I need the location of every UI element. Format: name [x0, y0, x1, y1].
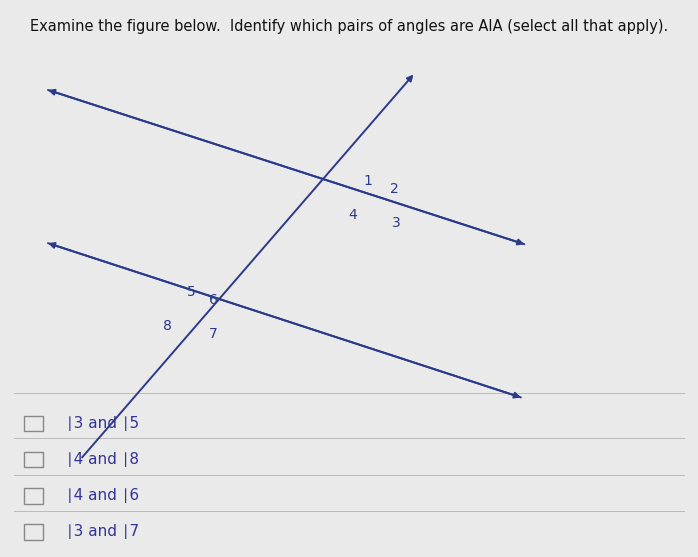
Text: ∣4 and ∣6: ∣4 and ∣6 — [66, 488, 140, 503]
Text: ∣3 and ∣5: ∣3 and ∣5 — [66, 416, 140, 431]
Bar — [24, 452, 43, 467]
Text: ∣4 and ∣8: ∣4 and ∣8 — [66, 452, 140, 467]
Text: ∣3 and ∣7: ∣3 and ∣7 — [66, 525, 140, 539]
Text: 6: 6 — [209, 293, 218, 307]
Bar — [24, 524, 43, 540]
Bar — [24, 488, 43, 504]
Text: 7: 7 — [209, 327, 218, 341]
Text: 2: 2 — [390, 182, 399, 196]
Text: 4: 4 — [348, 208, 357, 222]
Text: 3: 3 — [392, 216, 401, 230]
Text: 1: 1 — [363, 174, 372, 188]
Text: 8: 8 — [163, 319, 172, 334]
Text: Examine the figure below.  Identify which pairs of angles are AIA (select all th: Examine the figure below. Identify which… — [30, 19, 668, 35]
Text: 5: 5 — [186, 285, 195, 299]
Bar — [24, 416, 43, 431]
